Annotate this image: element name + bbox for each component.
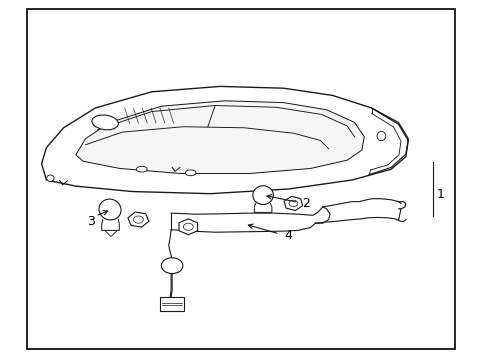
Ellipse shape — [252, 186, 273, 204]
Polygon shape — [41, 86, 407, 194]
Text: 4: 4 — [284, 229, 292, 242]
Ellipse shape — [92, 115, 118, 130]
Text: 1: 1 — [436, 188, 444, 201]
Polygon shape — [76, 101, 364, 174]
Text: 3: 3 — [87, 215, 95, 228]
Bar — [160, 297, 183, 311]
Circle shape — [183, 223, 193, 230]
Ellipse shape — [185, 170, 196, 176]
Text: 2: 2 — [302, 197, 309, 210]
Ellipse shape — [47, 175, 54, 181]
Polygon shape — [104, 230, 117, 237]
Circle shape — [133, 216, 143, 223]
Bar — [27, 9, 454, 349]
Ellipse shape — [376, 132, 385, 140]
Ellipse shape — [99, 199, 121, 220]
Circle shape — [288, 200, 297, 207]
Ellipse shape — [136, 166, 147, 172]
Circle shape — [161, 258, 183, 274]
